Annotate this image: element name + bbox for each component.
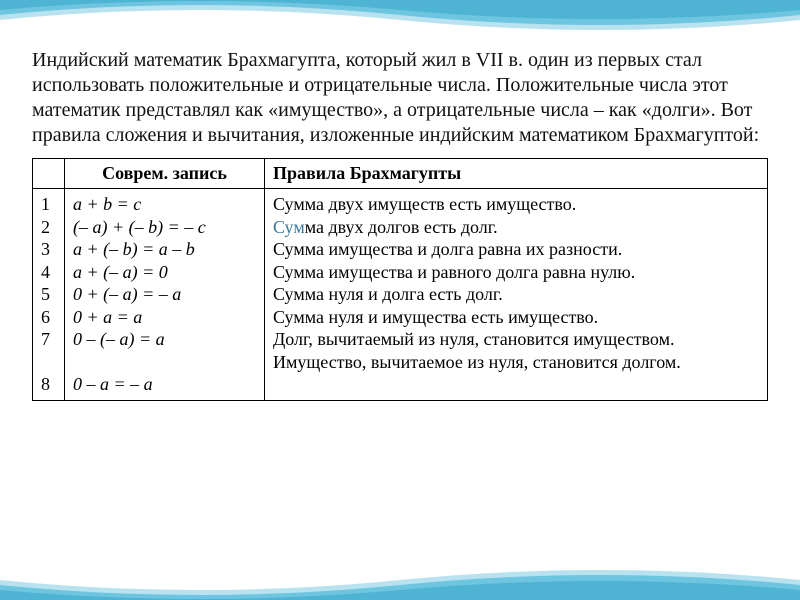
row-modern: 0 + (– a) = – a: [73, 283, 256, 306]
row-rule: Сумма двух долгов есть долг.: [273, 216, 759, 239]
row-rule: Долг, вычитаемый из нуля, становится иму…: [273, 328, 759, 351]
row-modern: 0 – a = – a: [73, 373, 256, 396]
row-rule: Имущество, вычитаемое из нуля, становитс…: [273, 351, 759, 374]
slide-content: Индийский математик Брахмагупта, который…: [0, 0, 800, 433]
table-body-row: 1234567 8 a + b = c(– a) + (– b) = – ca …: [33, 189, 768, 401]
row-number: 7: [41, 328, 56, 351]
header-modern: Соврем. запись: [65, 159, 265, 189]
cell-rules: Сумма двух имуществ есть имущество.Сумма…: [265, 189, 768, 401]
header-rules: Правила Брахмагупты: [265, 159, 768, 189]
row-number: 3: [41, 238, 56, 261]
header-num: [33, 159, 65, 189]
row-rule: Сумма нуля и долга есть долг.: [273, 283, 759, 306]
intro-paragraph: Индийский математик Брахмагупта, который…: [32, 48, 768, 148]
row-rule: Сумма нуля и имущества есть имущество.: [273, 306, 759, 329]
rules-table: Соврем. запись Правила Брахмагупты 12345…: [32, 158, 768, 401]
row-rule: Сумма двух имуществ есть имущество.: [273, 193, 759, 216]
row-modern: 0 + a = a: [73, 306, 256, 329]
cell-modern: a + b = c(– a) + (– b) = – ca + (– b) = …: [65, 189, 265, 401]
cell-numbers: 1234567 8: [33, 189, 65, 401]
row-modern: (– a) + (– b) = – c: [73, 216, 256, 239]
row-number: 4: [41, 261, 56, 284]
row-number: 8: [41, 373, 56, 396]
row-modern: a + b = c: [73, 193, 256, 216]
table-header-row: Соврем. запись Правила Брахмагупты: [33, 159, 768, 189]
row-modern: a + (– b) = a – b: [73, 238, 256, 261]
row-rule: Сумма имущества и равного долга равна ну…: [273, 261, 759, 284]
row-number: 5: [41, 283, 56, 306]
row-modern: a + (– a) = 0: [73, 261, 256, 284]
row-modern: 0 – (– a) = a: [73, 328, 256, 351]
row-rule: Сумма имущества и долга равна их разност…: [273, 238, 759, 261]
wave-decoration-bottom: [0, 560, 800, 600]
row-number: 1: [41, 193, 56, 216]
row-number: 2: [41, 216, 56, 239]
row-number: 6: [41, 306, 56, 329]
